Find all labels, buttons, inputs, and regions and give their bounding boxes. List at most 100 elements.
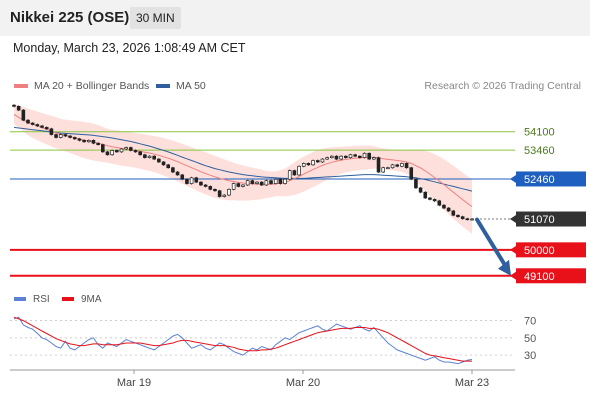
price-candle <box>40 124 44 129</box>
candle-body <box>400 163 404 167</box>
ma50-swatch <box>156 84 170 89</box>
candle-body <box>339 155 343 160</box>
price-candle <box>54 133 58 139</box>
candle-body <box>49 128 54 135</box>
price-candle <box>456 214 460 218</box>
ma50-legend-label: MA 50 <box>176 80 206 92</box>
legend-rsi-ma: 9MA <box>62 294 102 305</box>
price-candle <box>297 165 301 176</box>
candle-body <box>185 178 189 184</box>
price-candle <box>404 162 409 169</box>
candle-body <box>358 155 362 158</box>
legend-ma50: MA 50 <box>156 80 206 92</box>
rsi-legend-label: RSI <box>33 294 50 305</box>
candle-body <box>390 164 395 169</box>
price-candle <box>325 156 329 161</box>
rsi-line <box>13 316 473 365</box>
candle-body <box>334 155 339 160</box>
price-candle <box>189 176 194 185</box>
price-candle <box>138 150 142 156</box>
price-candle <box>166 163 171 169</box>
price-candle <box>287 169 292 181</box>
price-candle <box>451 209 456 217</box>
level-label-52460: 52460 <box>524 174 555 186</box>
candle-body <box>138 151 142 156</box>
candle-body <box>442 204 446 209</box>
price-candle <box>49 127 54 136</box>
rsi-ma-legend-label: 9MA <box>81 294 102 305</box>
candle-body <box>16 105 21 111</box>
candle-body <box>175 171 180 176</box>
price-candle <box>376 156 381 174</box>
candle-body <box>222 194 227 197</box>
price-candle <box>334 155 339 161</box>
candle-body <box>269 180 273 184</box>
level-label-53460: 53460 <box>524 145 555 157</box>
level-pointer-50000 <box>510 245 516 254</box>
rsi-tick-70: 70 <box>524 316 536 328</box>
candle-body <box>465 218 470 221</box>
timeframe-button[interactable]: 30 MIN <box>130 7 181 29</box>
candle-body <box>283 178 287 184</box>
price-candle <box>470 218 474 221</box>
price-candle <box>460 215 465 220</box>
candle-body <box>63 134 68 137</box>
research-credit: Research © 2026 Trading Central <box>424 80 581 92</box>
price-candle <box>217 189 222 198</box>
price-candle <box>264 179 269 187</box>
price-candle <box>72 136 77 140</box>
price-candle <box>306 162 311 166</box>
candle-body <box>129 147 133 151</box>
price-candle <box>227 188 231 197</box>
price-candle <box>175 171 180 176</box>
candle-body <box>386 167 390 170</box>
candle-body <box>395 164 400 167</box>
price-candle <box>278 178 283 185</box>
candle-body <box>301 163 306 167</box>
price-candle <box>390 163 395 169</box>
level-box-52460 <box>516 171 586 187</box>
candle-body <box>124 147 128 150</box>
candle-body <box>372 157 376 160</box>
price-candle <box>245 179 250 187</box>
level-label-51070: 51070 <box>524 214 555 226</box>
price-candle <box>26 119 30 125</box>
candle-body <box>315 160 320 163</box>
datetime-label: Monday, March 23, 2026 1:08:49 AM CET <box>13 41 246 55</box>
legend-rsi: RSI <box>14 294 50 305</box>
candle-body <box>189 177 194 184</box>
candle-body <box>250 180 255 184</box>
candle-body <box>217 190 222 197</box>
candle-body <box>119 148 124 153</box>
candle-body <box>44 127 49 130</box>
candle-body <box>171 167 175 173</box>
candle-body <box>432 199 437 202</box>
candle-body <box>451 210 456 216</box>
candle-body <box>245 180 250 186</box>
candle-body <box>362 152 367 158</box>
level-box-51070 <box>516 211 586 227</box>
candle-body <box>311 160 315 166</box>
price-candle <box>320 158 325 163</box>
price-candle <box>119 147 124 153</box>
candle-body <box>460 216 465 220</box>
candle-body <box>147 155 152 158</box>
candle-body <box>161 161 166 166</box>
level-box-49100 <box>516 268 586 284</box>
price-candle <box>344 155 348 159</box>
price-candle <box>367 152 371 161</box>
candle-body <box>77 138 82 141</box>
price-candle <box>152 155 157 161</box>
x-tick-label: Mar 20 <box>286 377 320 389</box>
price-candle <box>110 149 114 156</box>
price-candle <box>199 181 203 187</box>
price-candle <box>381 166 386 174</box>
price-candle <box>208 185 213 191</box>
price-candle <box>63 133 68 138</box>
candle-body <box>329 155 334 158</box>
candle-body <box>470 218 474 221</box>
x-tick-label: Mar 19 <box>117 377 151 389</box>
candle-body <box>115 150 119 153</box>
candle-body <box>68 135 72 138</box>
price-candle <box>236 182 241 188</box>
